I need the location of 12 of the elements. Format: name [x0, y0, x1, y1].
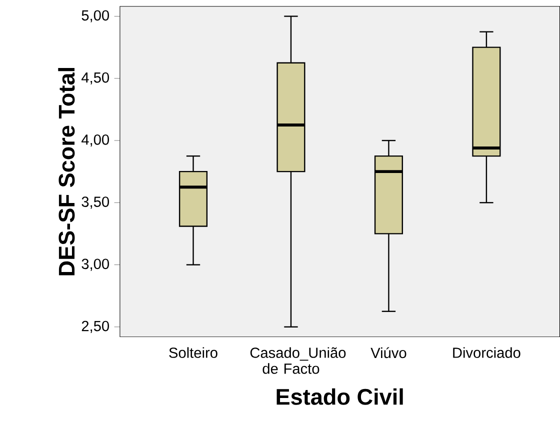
x-tick-label: Solteiro: [169, 347, 218, 358]
y-tick-label: 4,50: [82, 72, 110, 85]
y-tick-label: 3,50: [82, 196, 110, 209]
x-tick-label: Divorciado: [453, 347, 520, 358]
y-tick-label: 4,00: [82, 134, 110, 147]
x-tick-label: Viúvo: [370, 347, 406, 358]
y-tick-label: 5,00: [82, 10, 110, 22]
x-axis-title: Estado Civil: [276, 388, 403, 405]
y-axis-title: DES-SF Score Total: [58, 68, 75, 276]
y-tick-label: 2,50: [82, 320, 110, 334]
y-tick-label: 3,00: [82, 258, 110, 271]
x-tick-label: Casado_União de Facto: [250, 347, 346, 374]
